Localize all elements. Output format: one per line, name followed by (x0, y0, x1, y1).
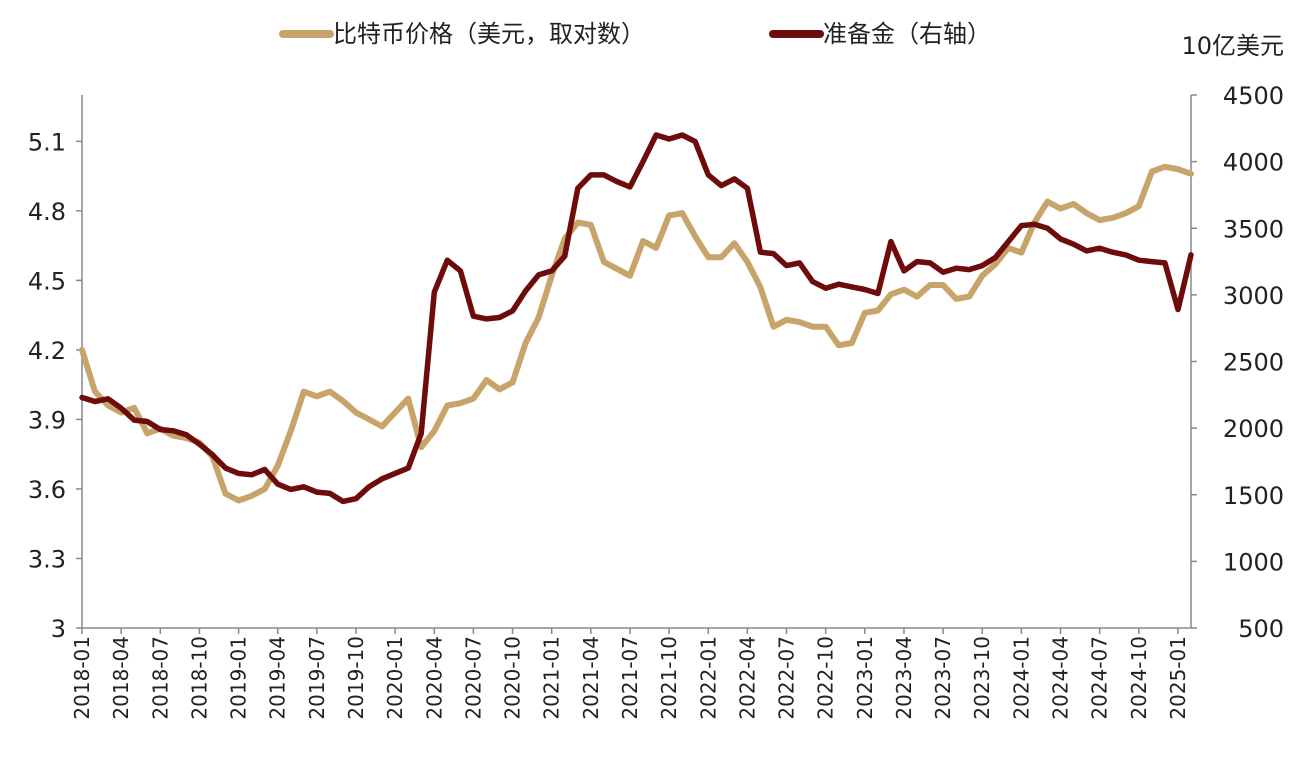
series-line-reserves (79, 132, 1194, 505)
x-tick-label: 2019-10 (344, 636, 368, 720)
right-tick-label: 1000 (1223, 548, 1284, 576)
x-tick-label: 2025-01 (1166, 636, 1190, 720)
series-line-bitcoin (79, 163, 1194, 504)
left-tick-label: 4.8 (28, 198, 66, 226)
x-tick-label: 2021-10 (657, 636, 681, 720)
left-tick-label: 4.5 (28, 267, 66, 295)
x-tick-label: 2021-01 (540, 636, 564, 720)
x-tick-label: 2023-07 (931, 636, 955, 720)
x-tick-label: 2021-07 (618, 636, 642, 720)
right-tick-label: 4500 (1223, 82, 1284, 110)
right-tick-label: 1500 (1223, 482, 1284, 510)
left-tick-label: 3.6 (28, 476, 66, 504)
x-tick-label: 2019-07 (305, 636, 329, 720)
x-tick-label: 2024-01 (1009, 636, 1033, 720)
left-tick-label: 4.2 (28, 337, 66, 365)
x-tick-label: 2023-04 (892, 636, 916, 720)
left-tick-label: 3.9 (28, 406, 66, 434)
x-tick-label: 2024-10 (1127, 636, 1151, 720)
left-tick-label: 3 (51, 615, 66, 643)
x-tick-label: 2021-04 (579, 636, 603, 720)
left-tick-label: 3.3 (28, 545, 66, 573)
left-tick-label: 5.1 (28, 128, 66, 156)
legend: 比特币价格（美元，取对数） 准备金（右轴） (279, 20, 991, 48)
x-tick-label: 2023-01 (853, 636, 877, 720)
right-tick-label: 3500 (1223, 215, 1284, 243)
x-tick-label: 2019-04 (266, 636, 290, 720)
series-layer (79, 132, 1194, 505)
right-tick-label: 3000 (1223, 282, 1284, 310)
x-tick-label: 2022-01 (696, 636, 720, 720)
legend-label-reserves: 准备金（右轴） (823, 20, 991, 48)
x-tick-label: 2019-01 (227, 636, 251, 720)
right-tick-label: 4000 (1223, 149, 1284, 177)
x-tick-label: 2020-01 (383, 636, 407, 720)
x-tick-label: 2023-10 (970, 636, 994, 720)
x-tick-label: 2018-10 (187, 636, 211, 720)
x-tick-label: 2018-04 (109, 636, 133, 720)
right-axis-ticks: 500 1000 1500 2000 2500 3000 3500 4000 4500 (1191, 82, 1284, 643)
x-tick-label: 2020-07 (461, 636, 485, 720)
right-tick-label: 500 (1238, 615, 1284, 643)
x-axis-ticks: 2018-01 2018-04 2018-07 2018-10 2019-01 2019-… (70, 628, 1190, 720)
x-tick-label: 2022-10 (814, 636, 838, 720)
x-tick-label: 2022-07 (775, 636, 799, 720)
x-tick-label: 2018-01 (70, 636, 94, 720)
x-tick-label: 2024-07 (1088, 636, 1112, 720)
x-tick-label: 2024-04 (1049, 636, 1073, 720)
x-tick-label: 2020-04 (422, 636, 446, 720)
x-tick-label: 2018-07 (148, 636, 172, 720)
right-tick-label: 2500 (1223, 349, 1284, 377)
x-tick-label: 2020-10 (501, 636, 525, 720)
left-axis-ticks: 3 3.3 3.6 3.9 4.2 4.5 4.8 5.1 (28, 128, 82, 643)
right-tick-label: 2000 (1223, 415, 1284, 443)
legend-label-bitcoin: 比特币价格（美元，取对数） (333, 20, 645, 48)
x-tick-label: 2022-04 (735, 636, 759, 720)
right-axis-unit: 10亿美元 (1181, 32, 1284, 60)
